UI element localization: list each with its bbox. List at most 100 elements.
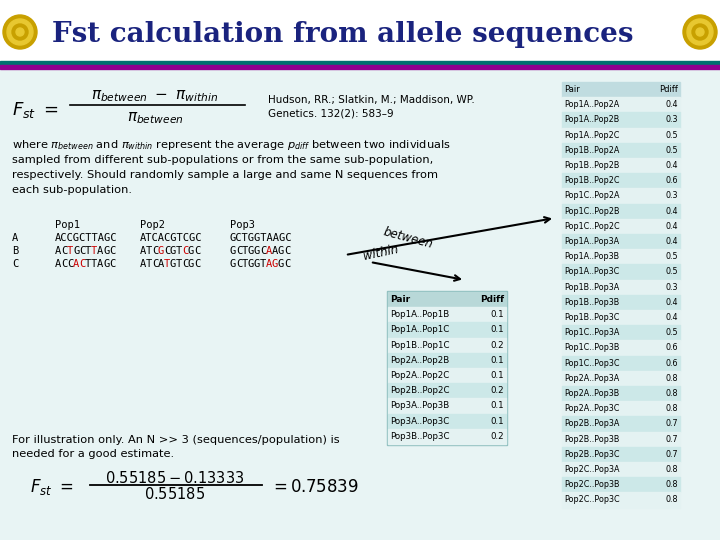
Text: C: C	[61, 259, 67, 269]
Text: B: B	[12, 246, 18, 256]
Bar	[562, 310, 680, 325]
Text: G: G	[188, 246, 194, 256]
Bar	[562, 447, 680, 462]
Text: 0.5: 0.5	[665, 252, 678, 261]
Text: C: C	[236, 259, 242, 269]
Text: 0.5: 0.5	[665, 131, 678, 140]
Bar	[562, 356, 680, 371]
Text: 0.4: 0.4	[665, 313, 678, 322]
Text: C: C	[79, 246, 85, 256]
Circle shape	[12, 24, 28, 40]
Circle shape	[16, 28, 24, 36]
Text: Pop1A..Pop3C: Pop1A..Pop3C	[564, 267, 619, 276]
Text: Pop3B..Pop3C: Pop3B..Pop3C	[390, 432, 449, 441]
Text: Pop2A..Pop2C: Pop2A..Pop2C	[390, 371, 449, 380]
Text: Pop1B..Pop3B: Pop1B..Pop3B	[564, 298, 619, 307]
Bar	[562, 371, 680, 386]
Text: 0.8: 0.8	[665, 480, 678, 489]
Text: A: A	[55, 246, 61, 256]
Text: G: G	[73, 246, 79, 256]
Text: Pop1A..Pop1B: Pop1A..Pop1B	[390, 310, 449, 319]
Text: G: G	[188, 259, 194, 269]
Text: A: A	[12, 233, 18, 243]
Text: T: T	[67, 246, 73, 256]
Text: 0.4: 0.4	[665, 161, 678, 170]
Text: G: G	[158, 246, 164, 256]
Text: A: A	[158, 259, 164, 269]
Text: $0.55185 - 0.13333$: $0.55185 - 0.13333$	[105, 470, 245, 486]
Text: Pop2C..Pop3A: Pop2C..Pop3A	[564, 465, 619, 474]
Text: G: G	[230, 246, 236, 256]
Bar	[562, 416, 680, 431]
Text: Pop2A..Pop3B: Pop2A..Pop3B	[564, 389, 619, 398]
Text: Pop2A..Pop2B: Pop2A..Pop2B	[390, 356, 449, 365]
Bar	[388, 429, 506, 444]
Text: 0.5: 0.5	[665, 267, 678, 276]
Text: T: T	[85, 246, 91, 256]
Bar	[388, 338, 506, 353]
Text: C: C	[61, 246, 67, 256]
Bar	[562, 127, 680, 143]
Text: Pop1B..Pop3A: Pop1B..Pop3A	[564, 283, 619, 292]
Text: ACCGCTTAGC: ACCGCTTAGC	[55, 233, 117, 243]
Text: T: T	[91, 246, 97, 256]
Bar	[388, 414, 506, 429]
Text: T: T	[260, 259, 266, 269]
Text: Pop1: Pop1	[55, 220, 80, 230]
Text: 0.3: 0.3	[665, 283, 678, 292]
Text: within: within	[362, 243, 400, 263]
Text: C: C	[109, 246, 115, 256]
Text: C: C	[194, 246, 200, 256]
Text: A: A	[97, 246, 103, 256]
Text: T: T	[164, 259, 170, 269]
Text: G: G	[103, 259, 109, 269]
Text: GCTGGTAAGC: GCTGGTAAGC	[230, 233, 292, 243]
Text: C: C	[260, 246, 266, 256]
Text: G: G	[248, 246, 254, 256]
Text: C: C	[79, 259, 85, 269]
Bar	[388, 368, 506, 383]
Text: each sub-population.: each sub-population.	[12, 185, 132, 195]
Text: Pop3: Pop3	[230, 220, 255, 230]
Bar	[388, 399, 506, 414]
Text: Pop1C..Pop3A: Pop1C..Pop3A	[564, 328, 619, 338]
Bar	[562, 340, 680, 356]
Text: C: C	[236, 246, 242, 256]
Text: $= 0.75839$: $= 0.75839$	[270, 478, 359, 496]
Text: A: A	[97, 259, 103, 269]
Bar	[562, 280, 680, 295]
Text: Pop1B..Pop2A: Pop1B..Pop2A	[564, 146, 619, 155]
Text: C: C	[109, 259, 115, 269]
Circle shape	[692, 24, 708, 40]
Text: Pop1C..Pop3C: Pop1C..Pop3C	[564, 359, 619, 368]
Text: A: A	[140, 259, 146, 269]
Text: 0.4: 0.4	[665, 237, 678, 246]
Text: Pop1A..Pop3A: Pop1A..Pop3A	[564, 237, 619, 246]
Bar	[562, 204, 680, 219]
Text: T: T	[146, 246, 152, 256]
Text: 0.7: 0.7	[665, 450, 678, 459]
Text: Genetics. 132(2): 583–9: Genetics. 132(2): 583–9	[268, 108, 394, 118]
Bar	[0, 65, 720, 69]
Text: Pair: Pair	[564, 85, 580, 94]
Text: Pop1A..Pop1C: Pop1A..Pop1C	[390, 326, 449, 334]
Text: 0.2: 0.2	[490, 386, 504, 395]
Circle shape	[683, 15, 717, 49]
Text: 0.2: 0.2	[490, 432, 504, 441]
Text: 0.4: 0.4	[665, 100, 678, 109]
Text: A: A	[55, 259, 61, 269]
Text: A: A	[73, 259, 79, 269]
Bar	[562, 492, 680, 508]
Text: C: C	[182, 259, 188, 269]
Text: 0.1: 0.1	[490, 326, 504, 334]
Text: 0.8: 0.8	[665, 404, 678, 413]
Circle shape	[687, 19, 713, 45]
Text: Pop1A..Pop3B: Pop1A..Pop3B	[564, 252, 619, 261]
Text: Pair: Pair	[390, 295, 410, 304]
Text: G: G	[103, 246, 109, 256]
Text: G: G	[230, 259, 236, 269]
Text: Pop1B..Pop1C: Pop1B..Pop1C	[390, 341, 449, 350]
Text: $0.55185$: $0.55185$	[145, 486, 206, 502]
Text: C: C	[284, 246, 290, 256]
Bar	[562, 188, 680, 204]
